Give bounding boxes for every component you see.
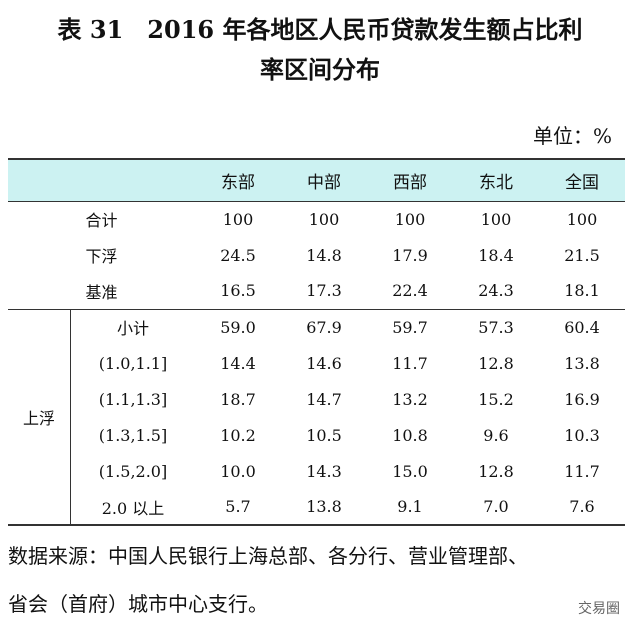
row-label: 合计: [85, 211, 118, 231]
cell: 100: [222, 209, 254, 229]
cell: 12.8: [478, 461, 514, 481]
cell: 11.7: [392, 353, 428, 373]
cell: 11.7: [564, 461, 600, 481]
header-row: 东部 中部 西部 东北 全国: [8, 159, 625, 201]
title-line: 率区间分布: [260, 55, 380, 84]
cell: 100: [308, 209, 340, 229]
table-row: 合计 100 100 100 100 100: [8, 201, 625, 237]
cell: 16.5: [220, 281, 256, 301]
source-line: 数据来源：中国人民银行上海总部、各分行、营业管理部、: [8, 544, 528, 568]
row-label: (1.3,1.5]: [98, 425, 168, 445]
cell: 7.0: [483, 497, 509, 516]
cell: 17.3: [306, 281, 342, 301]
table-row: 下浮 24.5 14.8 17.9 18.4 21.5: [8, 237, 625, 273]
cell: 10.3: [564, 425, 600, 445]
row-label: (1.5,2.0]: [98, 461, 168, 481]
column-header: 全国: [565, 172, 599, 193]
cell: 59.0: [220, 317, 256, 337]
column-header: 东部: [221, 172, 255, 193]
cell: 67.9: [306, 317, 342, 337]
cell: 10.2: [220, 425, 256, 445]
table-row: (1.0,1.1] 14.4 14.6 11.7 12.8 13.8: [8, 345, 625, 381]
column-header: 东北: [479, 172, 513, 193]
cell: 9.1: [397, 497, 423, 516]
row-label: 下浮: [85, 247, 118, 266]
row-label: (1.1,1.3]: [98, 389, 168, 409]
title-line: 表 31 2016 年各地区人民币贷款发生额占比利: [57, 15, 583, 44]
data-table: 东部 中部 西部 东北 全国 合计 100 100 100 100 100 下浮 24.5 14.8 17…: [8, 158, 625, 526]
table-row: (1.5,2.0] 10.0 14.3 15.0 12.8 11.7: [8, 453, 625, 489]
cell: 5.7: [225, 497, 251, 516]
cell: 60.4: [564, 317, 600, 337]
cell: 10.8: [392, 425, 428, 445]
cell: 15.2: [478, 389, 514, 409]
cell: 59.7: [392, 317, 428, 337]
cell: 24.5: [220, 245, 256, 265]
table-row: 基准 16.5 17.3 22.4 24.3 18.1: [8, 273, 625, 309]
cell: 14.4: [220, 353, 256, 373]
cell: 17.9: [392, 245, 428, 265]
column-header: 中部: [307, 172, 341, 193]
cell: 13.8: [564, 353, 600, 373]
table-body: 合计 100 100 100 100 100 下浮 24.5 14.8 17.9 18.4 21.5 基…: [8, 201, 625, 525]
cell: 24.3: [478, 281, 514, 301]
unit: 单位：%: [532, 124, 612, 148]
cell: 9.6: [483, 425, 509, 445]
cell: 57.3: [478, 317, 514, 337]
table-header: 东部 中部 西部 东北 全国: [8, 159, 625, 201]
watermark: 交易圈: [578, 601, 620, 617]
column-header: 西部: [393, 172, 427, 193]
cell: 14.6: [306, 353, 342, 373]
cell: 22.4: [392, 281, 428, 301]
table-row: (1.3,1.5] 10.2 10.5 10.8 9.6 10.3: [8, 417, 625, 453]
cell: 100: [394, 209, 426, 229]
cell: 100: [480, 209, 512, 229]
row-label: (1.0,1.1]: [98, 353, 168, 373]
cell: 14.7: [306, 389, 342, 409]
cell: 21.5: [564, 245, 600, 265]
row-label: 小计: [116, 319, 149, 339]
cell: 100: [566, 209, 598, 229]
cell: 16.9: [564, 389, 600, 409]
cell: 18.1: [564, 281, 600, 301]
cell: 14.8: [306, 245, 342, 265]
cell: 18.7: [220, 389, 256, 409]
table-row: 2.0 以上 5.7 13.8 9.1 7.0 7.6: [8, 489, 625, 525]
row-label: 基准: [85, 282, 118, 302]
cell: 14.3: [306, 461, 342, 481]
cell: 12.8: [478, 353, 514, 373]
group-label: 上浮: [8, 309, 71, 525]
cell: 10.0: [220, 461, 256, 481]
table-row: 上浮 小计 59.0 67.9 59.7 57.3 60.4: [8, 309, 625, 525]
cell: 10.5: [306, 425, 342, 445]
row-label: 2.0 以上: [101, 498, 165, 518]
cell: 15.0: [392, 461, 428, 481]
table-row: (1.1,1.3] 18.7 14.7 13.2 15.2 16.9: [8, 381, 625, 417]
source-line: 省会（首府）城市中心支行。: [8, 592, 268, 616]
cell: 13.8: [306, 497, 342, 516]
cell: 13.2: [392, 389, 428, 409]
header-blank: [8, 159, 195, 201]
cell: 7.6: [569, 497, 595, 516]
cell: 18.4: [478, 245, 514, 265]
